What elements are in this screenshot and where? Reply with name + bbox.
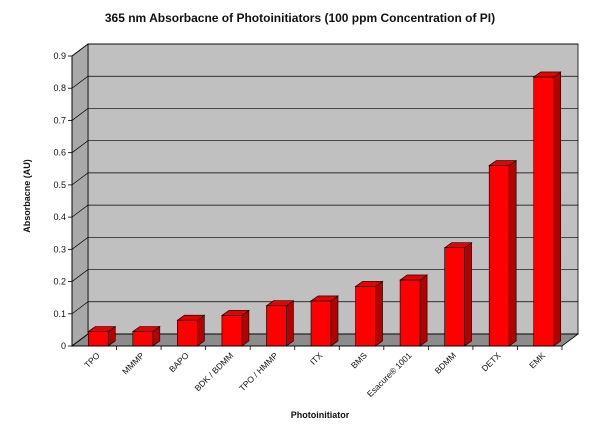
bar-top: [87, 326, 117, 332]
bar: [399, 274, 429, 347]
bar-side: [508, 159, 517, 347]
y-tick-label: 0.8: [53, 83, 66, 93]
chart-title: 365 nm Absorbacne of Photoinitiators (10…: [105, 11, 495, 25]
bar-front: [444, 247, 465, 347]
gridline: [71, 269, 578, 282]
gridline: [71, 172, 578, 186]
plot-side-wall: [71, 43, 89, 347]
bar-front: [221, 315, 243, 347]
bar: [176, 314, 206, 347]
y-tick-label: 0.3: [53, 244, 66, 254]
bar-top: [488, 160, 518, 166]
y-tick-label: 0: [61, 341, 66, 351]
bar-top: [131, 326, 161, 332]
gridline: [71, 236, 578, 250]
bar-side: [375, 280, 383, 347]
x-tick-label: MMMP: [120, 350, 146, 376]
bar-front: [488, 165, 510, 347]
x-tick-label: BDMM: [433, 350, 458, 375]
x-axis-ticks: TPO MMMP BAPO BDK / BDMM TPO / HMMP ITX BMSEsa…: [72, 345, 563, 399]
bar-front: [399, 279, 421, 347]
y-tick-label: 0.4: [53, 212, 66, 222]
bar-side: [286, 300, 294, 347]
bar: [131, 325, 161, 347]
y-tick-label: 0.6: [53, 148, 66, 158]
x-tick-label: BAPO: [167, 350, 191, 374]
y-tick-label: 0.5: [53, 180, 66, 190]
bar-side: [241, 309, 250, 347]
bar-top: [310, 295, 339, 302]
bar-front: [310, 300, 332, 347]
bar-top: [443, 242, 473, 249]
x-tick-label: ITX: [308, 350, 325, 367]
x-tick-label: BDK / BDMM: [193, 350, 236, 393]
bar-top: [532, 71, 562, 78]
bar-top: [354, 281, 384, 287]
x-tick-label: TPO: [82, 350, 102, 370]
bar-side: [553, 71, 562, 347]
bar-front: [87, 331, 109, 347]
gridline: [71, 43, 578, 57]
bar: [354, 280, 384, 347]
bar: [532, 71, 562, 347]
bar-front: [132, 331, 154, 347]
bar-top: [220, 310, 250, 316]
y-tick-label: 0.2: [53, 277, 66, 287]
x-tick-label: EMK: [527, 350, 547, 370]
gridline: [71, 140, 578, 153]
gridline: [71, 204, 578, 218]
y-axis-title: Absorbacne (AU): [22, 159, 32, 233]
bar: [220, 309, 250, 347]
bar-front: [266, 305, 287, 347]
bar-side: [330, 295, 339, 347]
gridline: [71, 75, 578, 89]
bar-series: [87, 71, 562, 347]
bar: [443, 242, 473, 347]
bar: [265, 300, 295, 347]
y-tick-label: 0.9: [53, 51, 66, 61]
bar-front: [355, 286, 376, 347]
bar-top: [265, 300, 295, 307]
x-tick-label: Esacure® 1001: [365, 350, 414, 399]
bar-top: [176, 314, 206, 321]
gridline: [71, 108, 578, 121]
bar-side: [419, 274, 428, 347]
bar: [310, 295, 339, 347]
bar-top: [399, 274, 429, 281]
y-axis-ticks: 0 0.1 0.2 0.3 0.4 0.5 0.6 0.7 0.8 0.9: [53, 51, 73, 351]
x-axis-title: Photoinitiator: [291, 410, 350, 420]
bar: [87, 325, 117, 347]
y-tick-label: 0.1: [53, 309, 66, 319]
bar-front: [533, 76, 555, 347]
bar: [488, 159, 518, 347]
bar-side: [464, 242, 472, 347]
x-tick-label: TPO / HMMP: [237, 350, 280, 393]
x-tick-label: BMS: [349, 350, 369, 370]
bar-front: [177, 319, 198, 347]
y-tick-label: 0.7: [53, 115, 66, 125]
x-tick-label: DETX: [479, 350, 502, 373]
